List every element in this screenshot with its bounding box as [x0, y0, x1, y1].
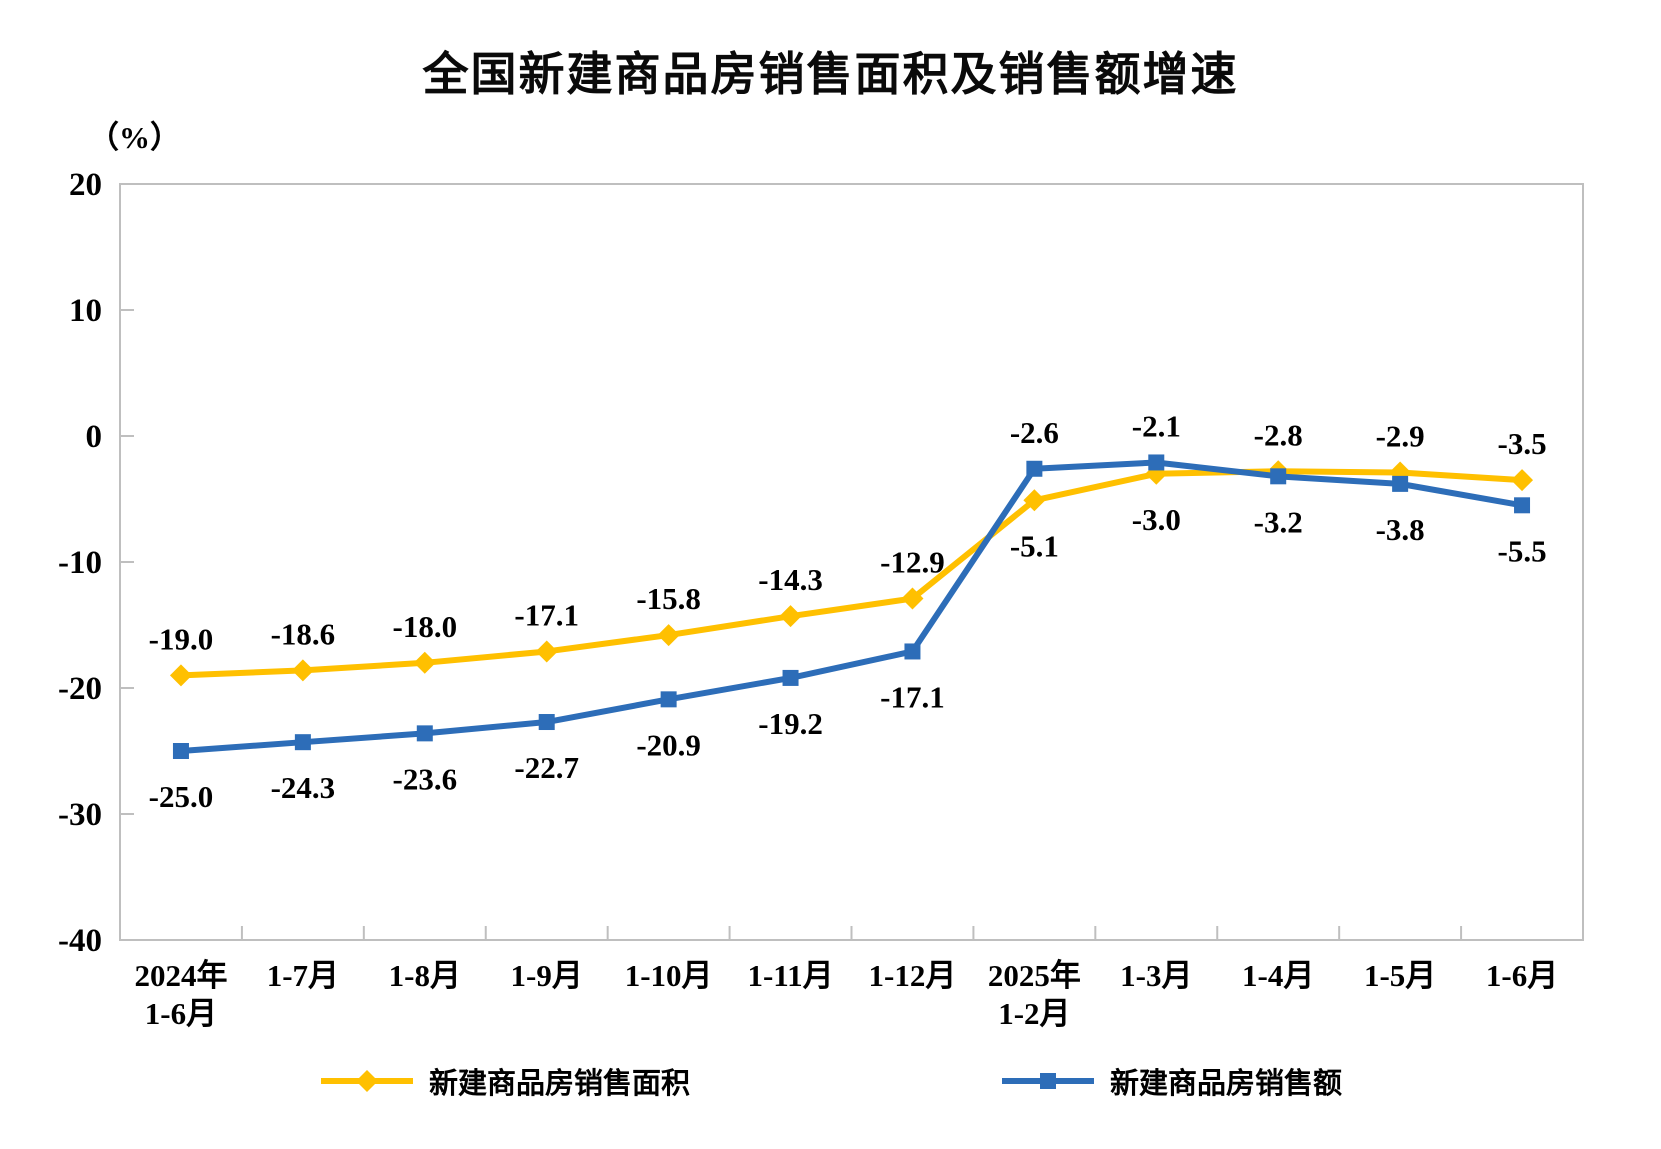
x-axis-tick-label: 1-11月: [747, 958, 833, 993]
x-axis-tick-label: 1-2月: [998, 996, 1070, 1031]
y-axis-tick-label: 0: [86, 419, 103, 455]
square-marker-icon: [1392, 475, 1409, 492]
x-axis-tick-label: 1-8月: [389, 958, 461, 993]
data-label-sales-amount: -17.1: [880, 679, 945, 714]
square-marker-icon: [1026, 460, 1043, 477]
data-label-sales-area: -2.8: [1254, 417, 1303, 452]
y-axis-tick-label: -30: [58, 797, 102, 833]
data-label-sales-area: -18.6: [271, 616, 336, 651]
x-axis-tick-label: 1-4月: [1242, 958, 1314, 993]
chart-title: 全国新建商品房销售面积及销售额增速: [422, 47, 1239, 101]
square-marker-icon: [172, 743, 189, 759]
diamond-marker-icon: [657, 624, 680, 647]
data-label-sales-area: -15.8: [636, 581, 701, 616]
line-square-marker-icon: [1002, 1073, 1094, 1089]
diamond-marker-icon: [1023, 489, 1046, 512]
data-label-sales-amount: -19.2: [758, 706, 823, 741]
data-label-sales-area: -12.9: [880, 545, 945, 580]
y-axis-tick-label: 20: [69, 167, 102, 203]
data-label-sales-amount: -20.9: [636, 727, 701, 762]
square-marker-icon: [416, 725, 433, 742]
x-axis-tick-label: 1-3月: [1120, 958, 1192, 993]
diamond-marker-icon: [779, 605, 802, 628]
data-label-sales-area: -17.1: [514, 597, 579, 632]
square-marker-icon: [538, 714, 555, 731]
data-label-sales-area: -3.0: [1132, 502, 1181, 537]
plot-frame: [119, 183, 1584, 941]
diamond-marker-icon: [413, 651, 436, 674]
legend-item-sales-amount: 新建商品房销售额: [1000, 1060, 1342, 1102]
data-label-sales-amount: -2.1: [1132, 408, 1181, 443]
x-axis-tick-label: 2025年: [988, 958, 1081, 993]
data-label-sales-amount: -2.6: [1010, 415, 1059, 450]
series-line-sales-area: [177, 468, 1526, 679]
legend-item-sales-area: 新建商品房销售面积: [319, 1060, 690, 1102]
y-axis-tick-label: 10: [69, 293, 102, 329]
square-marker-icon: [1270, 468, 1287, 485]
y-axis-tick-label: -10: [58, 545, 102, 581]
x-axis-tick-label: 1-10月: [625, 958, 713, 993]
square-marker-icon: [904, 643, 921, 660]
data-label-sales-area: -2.9: [1376, 419, 1425, 454]
diamond-marker-icon: [1511, 469, 1534, 492]
x-axis-tick-label: 1-9月: [511, 958, 583, 993]
legend: 新建商品房销售面积 新建商品房销售额: [0, 1060, 1661, 1102]
square-marker-icon: [1040, 1073, 1056, 1089]
square-marker-icon: [1514, 497, 1531, 514]
y-axis-unit-label: （%）: [88, 120, 181, 155]
legend-label-sales-amount: 新建商品房销售额: [1110, 1068, 1343, 1100]
x-axis-tick-label: 1-6月: [145, 996, 217, 1031]
diamond-marker-icon: [169, 664, 192, 687]
data-label-sales-amount: -24.3: [271, 770, 336, 805]
line-diamond-marker-icon: [320, 1070, 413, 1092]
x-axis-tick-label: 1-7月: [267, 958, 339, 993]
data-label-sales-amount: -22.7: [514, 750, 579, 785]
diamond-marker-icon: [901, 587, 924, 610]
square-marker-icon: [782, 669, 799, 686]
y-axis-tick-label: -20: [58, 671, 102, 707]
diamond-marker-icon: [535, 640, 558, 663]
legend-label-sales-area: 新建商品房销售面积: [428, 1068, 690, 1100]
data-label-sales-area: -19.0: [149, 621, 214, 656]
data-label-sales-amount: -5.5: [1498, 533, 1547, 568]
data-label-sales-area: -5.1: [1010, 528, 1059, 563]
square-marker-icon: [660, 691, 677, 708]
diamond-marker-icon: [355, 1070, 378, 1092]
diamond-marker-icon: [291, 659, 314, 682]
data-label-sales-amount: -25.0: [149, 779, 214, 814]
data-label-sales-area: -18.0: [393, 609, 458, 644]
x-axis-tick-label: 1-12月: [869, 958, 957, 993]
data-label-sales-amount: -3.8: [1376, 512, 1425, 547]
y-axis-tick-label: -40: [58, 923, 102, 959]
x-axis-tick-label: 1-6月: [1486, 958, 1558, 993]
x-axis-tick-label: 2024年: [134, 958, 227, 993]
data-label-sales-area: -3.5: [1498, 426, 1547, 461]
square-marker-icon: [294, 734, 311, 751]
data-label-sales-area: -14.3: [758, 562, 823, 597]
data-label-sales-amount: -23.6: [393, 761, 458, 796]
data-label-sales-amount: -3.2: [1254, 504, 1303, 539]
series-line-sales-amount: [177, 459, 1526, 754]
square-marker-icon: [1148, 454, 1165, 471]
x-axis-tick-label: 1-5月: [1364, 958, 1436, 993]
